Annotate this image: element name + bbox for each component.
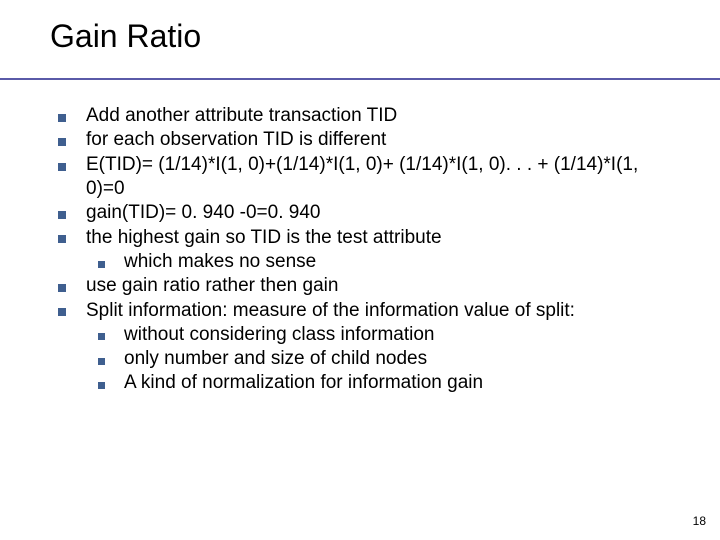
bullet-text: the highest gain so TID is the test attr… bbox=[86, 227, 442, 248]
title-rule bbox=[0, 78, 720, 80]
slide: Gain Ratio Add another attribute transac… bbox=[0, 0, 720, 540]
list-item: gain(TID)= 0. 940 -0=0. 940 bbox=[52, 201, 662, 225]
list-item: which makes no sense bbox=[86, 250, 662, 274]
bullet-text: E(TID)= (1/14)*I(1, 0)+(1/14)*I(1, 0)+ (… bbox=[86, 154, 638, 199]
list-item: use gain ratio rather then gain bbox=[52, 274, 662, 298]
bullet-text: use gain ratio rather then gain bbox=[86, 275, 338, 296]
bullet-text: gain(TID)= 0. 940 -0=0. 940 bbox=[86, 202, 320, 223]
sub-bullet-list: without considering class information on… bbox=[86, 323, 662, 396]
slide-title: Gain Ratio bbox=[50, 18, 201, 55]
list-item: A kind of normalization for information … bbox=[86, 371, 662, 395]
bullet-text: Split information: measure of the inform… bbox=[86, 300, 575, 321]
bullet-list: Add another attribute transaction TID fo… bbox=[52, 104, 662, 396]
slide-body: Add another attribute transaction TID fo… bbox=[52, 104, 662, 396]
list-item: Split information: measure of the inform… bbox=[52, 299, 662, 396]
list-item: without considering class information bbox=[86, 323, 662, 347]
bullet-text: for each observation TID is different bbox=[86, 129, 386, 150]
sub-bullet-list: which makes no sense bbox=[86, 250, 662, 274]
list-item: only number and size of child nodes bbox=[86, 347, 662, 371]
bullet-text: A kind of normalization for information … bbox=[124, 372, 483, 393]
list-item: for each observation TID is different bbox=[52, 128, 662, 152]
list-item: E(TID)= (1/14)*I(1, 0)+(1/14)*I(1, 0)+ (… bbox=[52, 153, 662, 202]
list-item: the highest gain so TID is the test attr… bbox=[52, 226, 662, 275]
page-number: 18 bbox=[693, 514, 706, 528]
list-item: Add another attribute transaction TID bbox=[52, 104, 662, 128]
bullet-text: which makes no sense bbox=[124, 251, 316, 272]
bullet-text: without considering class information bbox=[124, 324, 435, 345]
bullet-text: Add another attribute transaction TID bbox=[86, 105, 397, 126]
bullet-text: only number and size of child nodes bbox=[124, 348, 427, 369]
